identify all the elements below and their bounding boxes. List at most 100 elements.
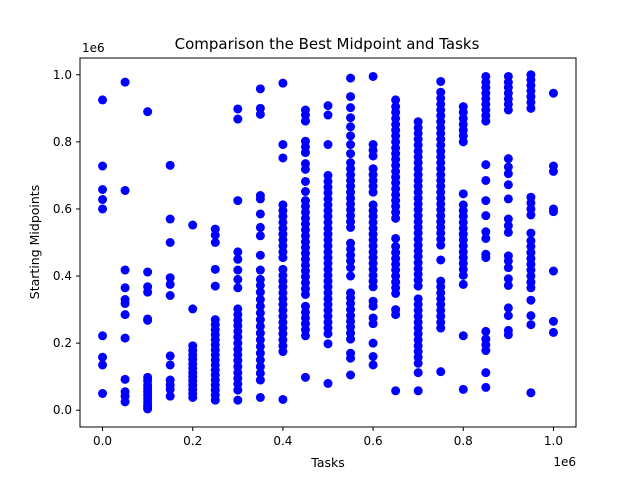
data-point	[526, 228, 536, 238]
data-point	[98, 388, 108, 398]
data-point	[188, 392, 198, 402]
data-point	[548, 327, 558, 337]
plot-frame	[79, 57, 577, 428]
data-point	[98, 195, 108, 205]
data-point	[503, 227, 513, 237]
data-point	[503, 214, 513, 224]
data-point	[255, 341, 265, 351]
x-offset-label: 1e6	[553, 455, 576, 469]
data-point	[278, 253, 288, 263]
data-point	[255, 335, 265, 345]
data-point	[323, 329, 333, 339]
data-point	[210, 395, 220, 405]
data-point	[413, 368, 423, 378]
data-point	[368, 282, 378, 292]
data-point	[98, 360, 108, 370]
y-offset-label: 1e6	[82, 41, 105, 55]
data-point	[458, 189, 468, 199]
data-point	[98, 95, 108, 105]
plot-points	[98, 70, 558, 414]
y-tick-label: 1.0	[53, 68, 72, 82]
data-point	[436, 255, 446, 265]
data-point	[233, 114, 243, 124]
data-point	[346, 256, 356, 266]
data-point	[255, 368, 265, 378]
data-point	[188, 220, 198, 230]
data-point	[346, 370, 356, 380]
data-point	[548, 207, 558, 217]
data-point	[188, 304, 198, 314]
data-point	[413, 281, 423, 291]
data-point	[143, 267, 153, 277]
data-point	[165, 273, 175, 283]
data-point	[346, 122, 356, 132]
y-tick-label: 0.2	[53, 336, 72, 350]
data-point	[368, 338, 378, 348]
data-point	[346, 353, 356, 363]
x-axis-ticks: 0.0 0.2 0.4 0.6 0.8 1.0	[93, 427, 563, 448]
data-point	[300, 187, 310, 197]
data-point	[210, 281, 220, 291]
data-point	[503, 169, 513, 179]
data-point	[346, 271, 356, 281]
data-point	[233, 254, 243, 264]
data-point	[255, 355, 265, 365]
data-point	[233, 265, 243, 275]
data-point	[323, 378, 333, 388]
data-point	[481, 116, 491, 126]
data-point	[481, 175, 491, 185]
data-point	[120, 265, 130, 275]
data-point	[255, 109, 265, 119]
data-point	[503, 105, 513, 115]
data-point	[98, 204, 108, 214]
data-point	[503, 221, 513, 231]
data-point	[255, 209, 265, 219]
data-point	[548, 88, 558, 98]
data-point	[278, 347, 288, 357]
data-point	[481, 233, 491, 243]
data-point	[120, 310, 130, 320]
data-point	[503, 263, 513, 273]
data-point	[526, 210, 536, 220]
data-point	[120, 283, 130, 293]
data-point	[255, 375, 265, 385]
data-point	[368, 151, 378, 161]
data-point	[481, 196, 491, 206]
data-point	[526, 295, 536, 305]
data-point	[165, 351, 175, 361]
data-point	[458, 279, 468, 289]
data-point	[503, 256, 513, 266]
data-point	[165, 238, 175, 247]
data-point	[120, 374, 130, 384]
data-point	[255, 315, 265, 325]
data-point	[391, 386, 401, 396]
data-point	[255, 392, 265, 402]
data-point	[255, 84, 265, 94]
data-point	[165, 279, 175, 289]
data-point	[165, 360, 175, 370]
data-point	[481, 382, 491, 392]
data-point	[503, 180, 513, 190]
data-point	[300, 148, 310, 158]
data-point	[300, 164, 310, 174]
data-point	[548, 166, 558, 176]
data-point	[346, 113, 356, 123]
data-point	[300, 372, 310, 382]
y-axis-label: Starting Midpoints	[27, 185, 42, 299]
data-point	[346, 140, 356, 150]
data-point	[143, 315, 153, 325]
data-point	[503, 280, 513, 290]
data-point	[210, 264, 220, 274]
data-point	[165, 214, 175, 224]
data-point	[503, 162, 513, 172]
data-point	[300, 176, 310, 186]
data-point	[255, 231, 265, 241]
data-point	[346, 73, 356, 83]
x-tick-label: 1.0	[544, 434, 563, 448]
y-tick-label: 0.8	[53, 135, 72, 149]
data-point	[323, 140, 333, 150]
data-point	[255, 222, 265, 232]
data-point	[526, 320, 536, 330]
data-point	[503, 303, 513, 313]
data-point	[233, 196, 243, 206]
